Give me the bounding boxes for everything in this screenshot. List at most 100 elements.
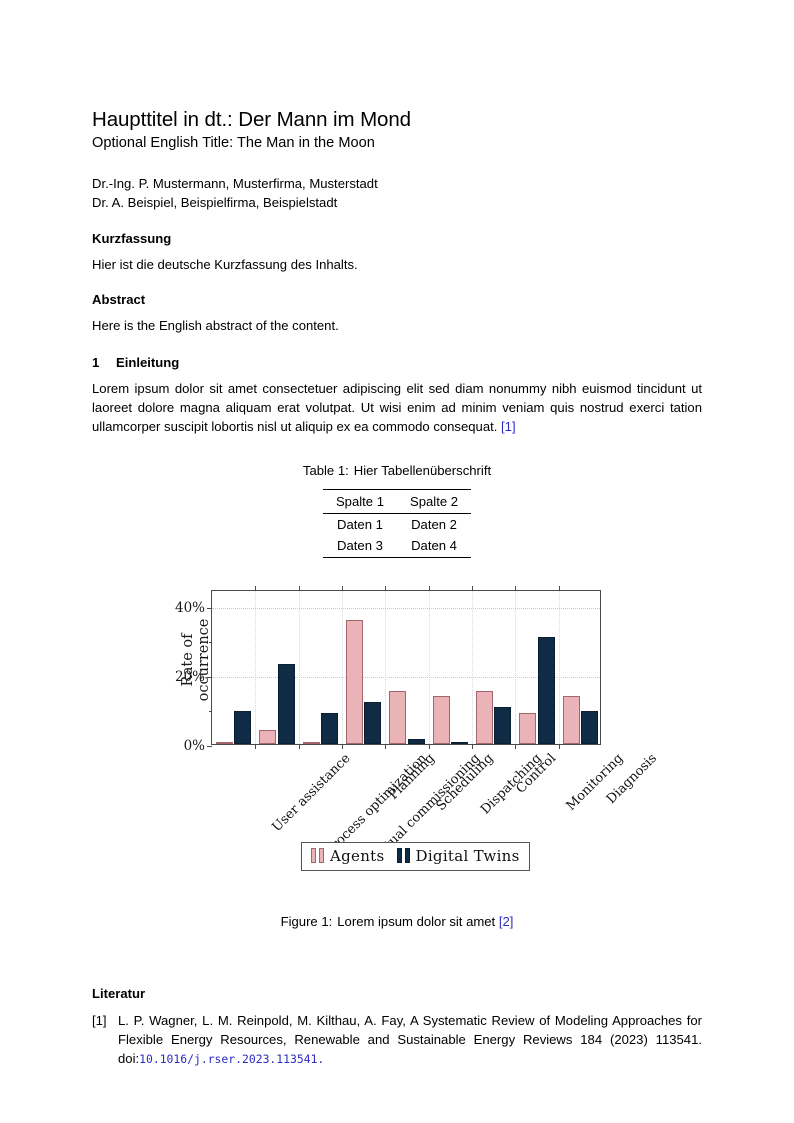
chart-bar	[302, 741, 320, 744]
chart-bar	[277, 664, 295, 744]
table-cell: Daten 1	[337, 516, 383, 532]
chart-x-tick-mark	[472, 743, 473, 749]
section-title: Einleitung	[116, 355, 180, 370]
chart-x-tick-mark	[298, 743, 300, 749]
bibliography-entry-number: [1]	[92, 1012, 107, 1028]
author-line-2: Dr. A. Beispiel, Beispielfirma, Beispiel…	[92, 195, 338, 211]
heading-literatur: Literatur	[92, 985, 146, 1001]
text-abstract: Here is the English abstract of the cont…	[92, 317, 339, 333]
chart-x-tick-mark	[472, 585, 473, 591]
chart-vertical-gridline	[385, 590, 387, 744]
section-number: 1	[92, 355, 100, 370]
doi-link[interactable]: 10.1016/j.rser.2023.113541.	[139, 1052, 325, 1067]
bibliography-entry-body: L. P. Wagner, L. M. Reinpold, M. Kilthau…	[118, 1011, 702, 1069]
chart-bar-group	[389, 591, 425, 744]
chart-x-tick-label: User assistance	[269, 750, 354, 835]
chart-x-tick-mark	[515, 585, 517, 591]
chart-bar	[345, 619, 363, 744]
chart-x-tick-mark	[428, 585, 430, 591]
figure-caption-text: Lorem ipsum dolor sit amet	[337, 913, 496, 929]
citation-link-2[interactable]: [2]	[498, 913, 514, 929]
chart-y-tick-mark	[207, 607, 212, 609]
citation-link-1[interactable]: [1]	[501, 419, 516, 435]
paragraph-body: Lorem ipsum dolor sit amet consectetuer …	[92, 381, 702, 435]
chart-bar	[259, 729, 277, 744]
chart-x-tick-mark	[342, 743, 343, 749]
table-row: Daten 3 Daten 4	[323, 535, 471, 558]
table-cell: Daten 4	[411, 537, 457, 553]
table-figure: Table 1: Hier Tabellenüberschrift Spalte …	[92, 463, 702, 558]
chart-bar	[215, 741, 233, 744]
table-col-header-1: Spalte 1	[322, 488, 397, 514]
chart-bar-group	[215, 591, 252, 744]
legend-swatch-icon-twins-b	[404, 848, 410, 864]
text-kurzfassung: Hier ist die deutsche Kurzfassung des In…	[92, 256, 358, 272]
chart-bar-group	[562, 591, 599, 744]
heading-kurzfassung: Kurzfassung	[92, 230, 172, 246]
table-cell: Daten 2	[411, 516, 457, 532]
chart-x-tick-mark	[255, 585, 257, 591]
chart-y-tick-label: 20%	[174, 668, 205, 685]
legend-swatch-icon-twins-a	[396, 848, 402, 864]
chart-bar	[581, 710, 599, 744]
table-caption: Table 1: Hier Tabellenüberschrift	[92, 463, 702, 478]
chart-y-tick-mark	[207, 745, 212, 747]
chart-bar	[234, 710, 252, 744]
table-header-row: Spalte 1 Spalte 2	[322, 488, 472, 514]
legend-swatch-icon-agents-b	[319, 848, 324, 864]
chart-bar	[389, 691, 407, 744]
chart-bar	[451, 741, 469, 744]
chart-vertical-gridline	[342, 590, 343, 744]
figure-block: Rate of occurrence 0% 20% 40% User assista…	[92, 584, 702, 956]
chart-bar	[475, 691, 493, 744]
chart-plot-area: 0% 20% 40%	[175, 585, 601, 754]
table-cell: Daten 3	[337, 537, 383, 553]
chart-gridline	[212, 607, 600, 609]
chart-vertical-gridline	[298, 590, 300, 744]
figure-caption: Figure 1: Lorem ipsum dolor sit amet [2]	[92, 914, 702, 929]
bibliography-entry-text: L. P. Wagner, L. M. Reinpold, M. Kilthau…	[118, 1012, 702, 1067]
legend-label-agents: Agents	[330, 846, 385, 865]
chart-bar-group	[519, 591, 555, 744]
chart-bar	[537, 636, 555, 744]
data-table: Spalte 1 Spalte 2 Daten 1 Daten 2 Daten …	[322, 488, 472, 558]
chart-bar	[562, 696, 580, 744]
chart-bar-group	[302, 591, 339, 744]
table-row: Daten 1 Daten 2	[323, 513, 471, 535]
chart-bar	[519, 712, 537, 744]
chart-bar-group	[345, 591, 382, 744]
chart-y-tick-label: 40%	[174, 599, 205, 616]
chart-x-tick-mark	[255, 743, 257, 749]
chart-bar	[432, 696, 450, 744]
chart-x-tick-mark	[515, 743, 517, 749]
chart-x-tick-mark	[558, 585, 560, 591]
heading-section-1: 1 Einleitung	[92, 355, 702, 370]
chart-y-minor-tick	[209, 642, 212, 644]
chart-legend: Agents Digital Twins	[301, 841, 530, 871]
table-head: Spalte 1 Spalte 2	[322, 488, 472, 514]
table-col-header-2: Spalte 2	[397, 488, 472, 514]
chart-gridline	[212, 676, 600, 678]
chart-x-tick-mark	[558, 743, 560, 749]
page-title-english: Optional English Title: The Man in the M…	[92, 134, 375, 151]
heading-abstract: Abstract	[92, 291, 146, 307]
table-caption-label: Table 1:	[302, 462, 349, 478]
legend-label-digital-twins: Digital Twins	[415, 846, 520, 865]
chart-vertical-gridline	[255, 590, 257, 744]
legend-entry-digital-twins: Digital Twins	[396, 846, 520, 865]
table-body: Daten 1 Daten 2 Daten 3 Daten 4	[322, 513, 472, 558]
paragraph-einleitung: Lorem ipsum dolor sit amet consectetuer …	[92, 379, 702, 437]
chart-bar	[364, 702, 382, 744]
chart-y-tick-mark	[207, 676, 212, 678]
chart-bar	[321, 713, 339, 744]
legend-entry-agents: Agents	[311, 847, 397, 865]
chart-bar-group	[432, 591, 469, 744]
chart-x-tick-mark	[385, 585, 387, 591]
chart-vertical-gridline	[472, 590, 473, 744]
chart-bars	[212, 591, 600, 744]
chart-x-tick-mark	[385, 743, 387, 749]
chart-vertical-gridline	[515, 590, 517, 744]
chart-x-tick-mark	[298, 585, 300, 591]
figure-caption-label: Figure 1:	[280, 913, 333, 929]
